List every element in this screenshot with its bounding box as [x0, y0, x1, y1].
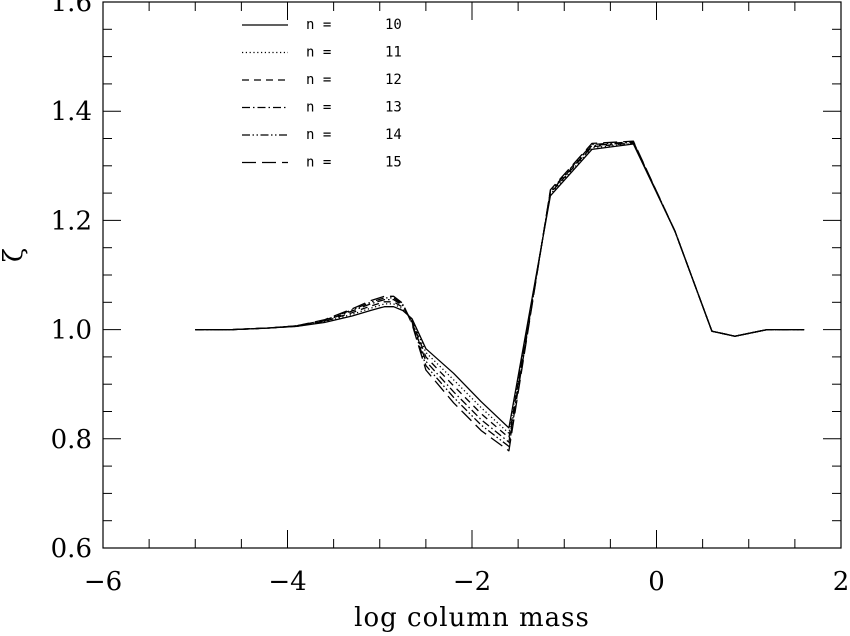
series-line-n13: [195, 141, 805, 443]
y-tick-label: 1.2: [51, 206, 92, 236]
series-line-n11: [195, 142, 805, 434]
legend-label: 11: [385, 45, 402, 61]
legend-label: 10: [385, 17, 402, 33]
series-line-n10: [195, 143, 805, 429]
y-tick-label: 1.4: [51, 97, 92, 127]
x-tick-label: 0: [648, 567, 665, 597]
y-tick-label: 0.6: [51, 534, 92, 564]
legend-prefix: n =: [306, 45, 331, 61]
series-line-n12: [195, 142, 805, 439]
axis-ticks: [102, 1, 842, 549]
legend-label: 15: [385, 155, 402, 171]
legend-prefix: n =: [306, 72, 331, 88]
plot-frame: [102, 1, 842, 549]
tick-labels: −6 −4 −2 0 2 0.6 0.8 1.0 1.2 1.4 1.6: [51, 0, 850, 597]
series-line-n14: [195, 141, 805, 448]
legend: n = 10 n = 11 n = 12 n = 13 n = 14 n = 15: [242, 17, 402, 171]
y-axis-label: ζ: [0, 248, 29, 262]
legend-label: 13: [385, 100, 402, 116]
legend-prefix: n =: [306, 127, 331, 143]
series-lines: [195, 140, 805, 452]
legend-prefix: n =: [306, 17, 331, 33]
legend-prefix: n =: [306, 100, 331, 116]
y-tick-label: 1.0: [51, 316, 92, 346]
y-tick-label: 0.8: [51, 425, 92, 455]
x-tick-label: −4: [268, 567, 306, 597]
x-tick-label: 2: [833, 567, 850, 597]
legend-label: 14: [385, 127, 402, 143]
series-line-n15: [195, 140, 805, 452]
y-tick-label: 1.6: [51, 0, 92, 18]
x-axis-label: log column mass: [354, 603, 590, 633]
legend-prefix: n =: [306, 155, 331, 171]
x-tick-label: −6: [84, 567, 122, 597]
x-tick-label: −2: [453, 567, 491, 597]
legend-label: 12: [385, 72, 402, 88]
